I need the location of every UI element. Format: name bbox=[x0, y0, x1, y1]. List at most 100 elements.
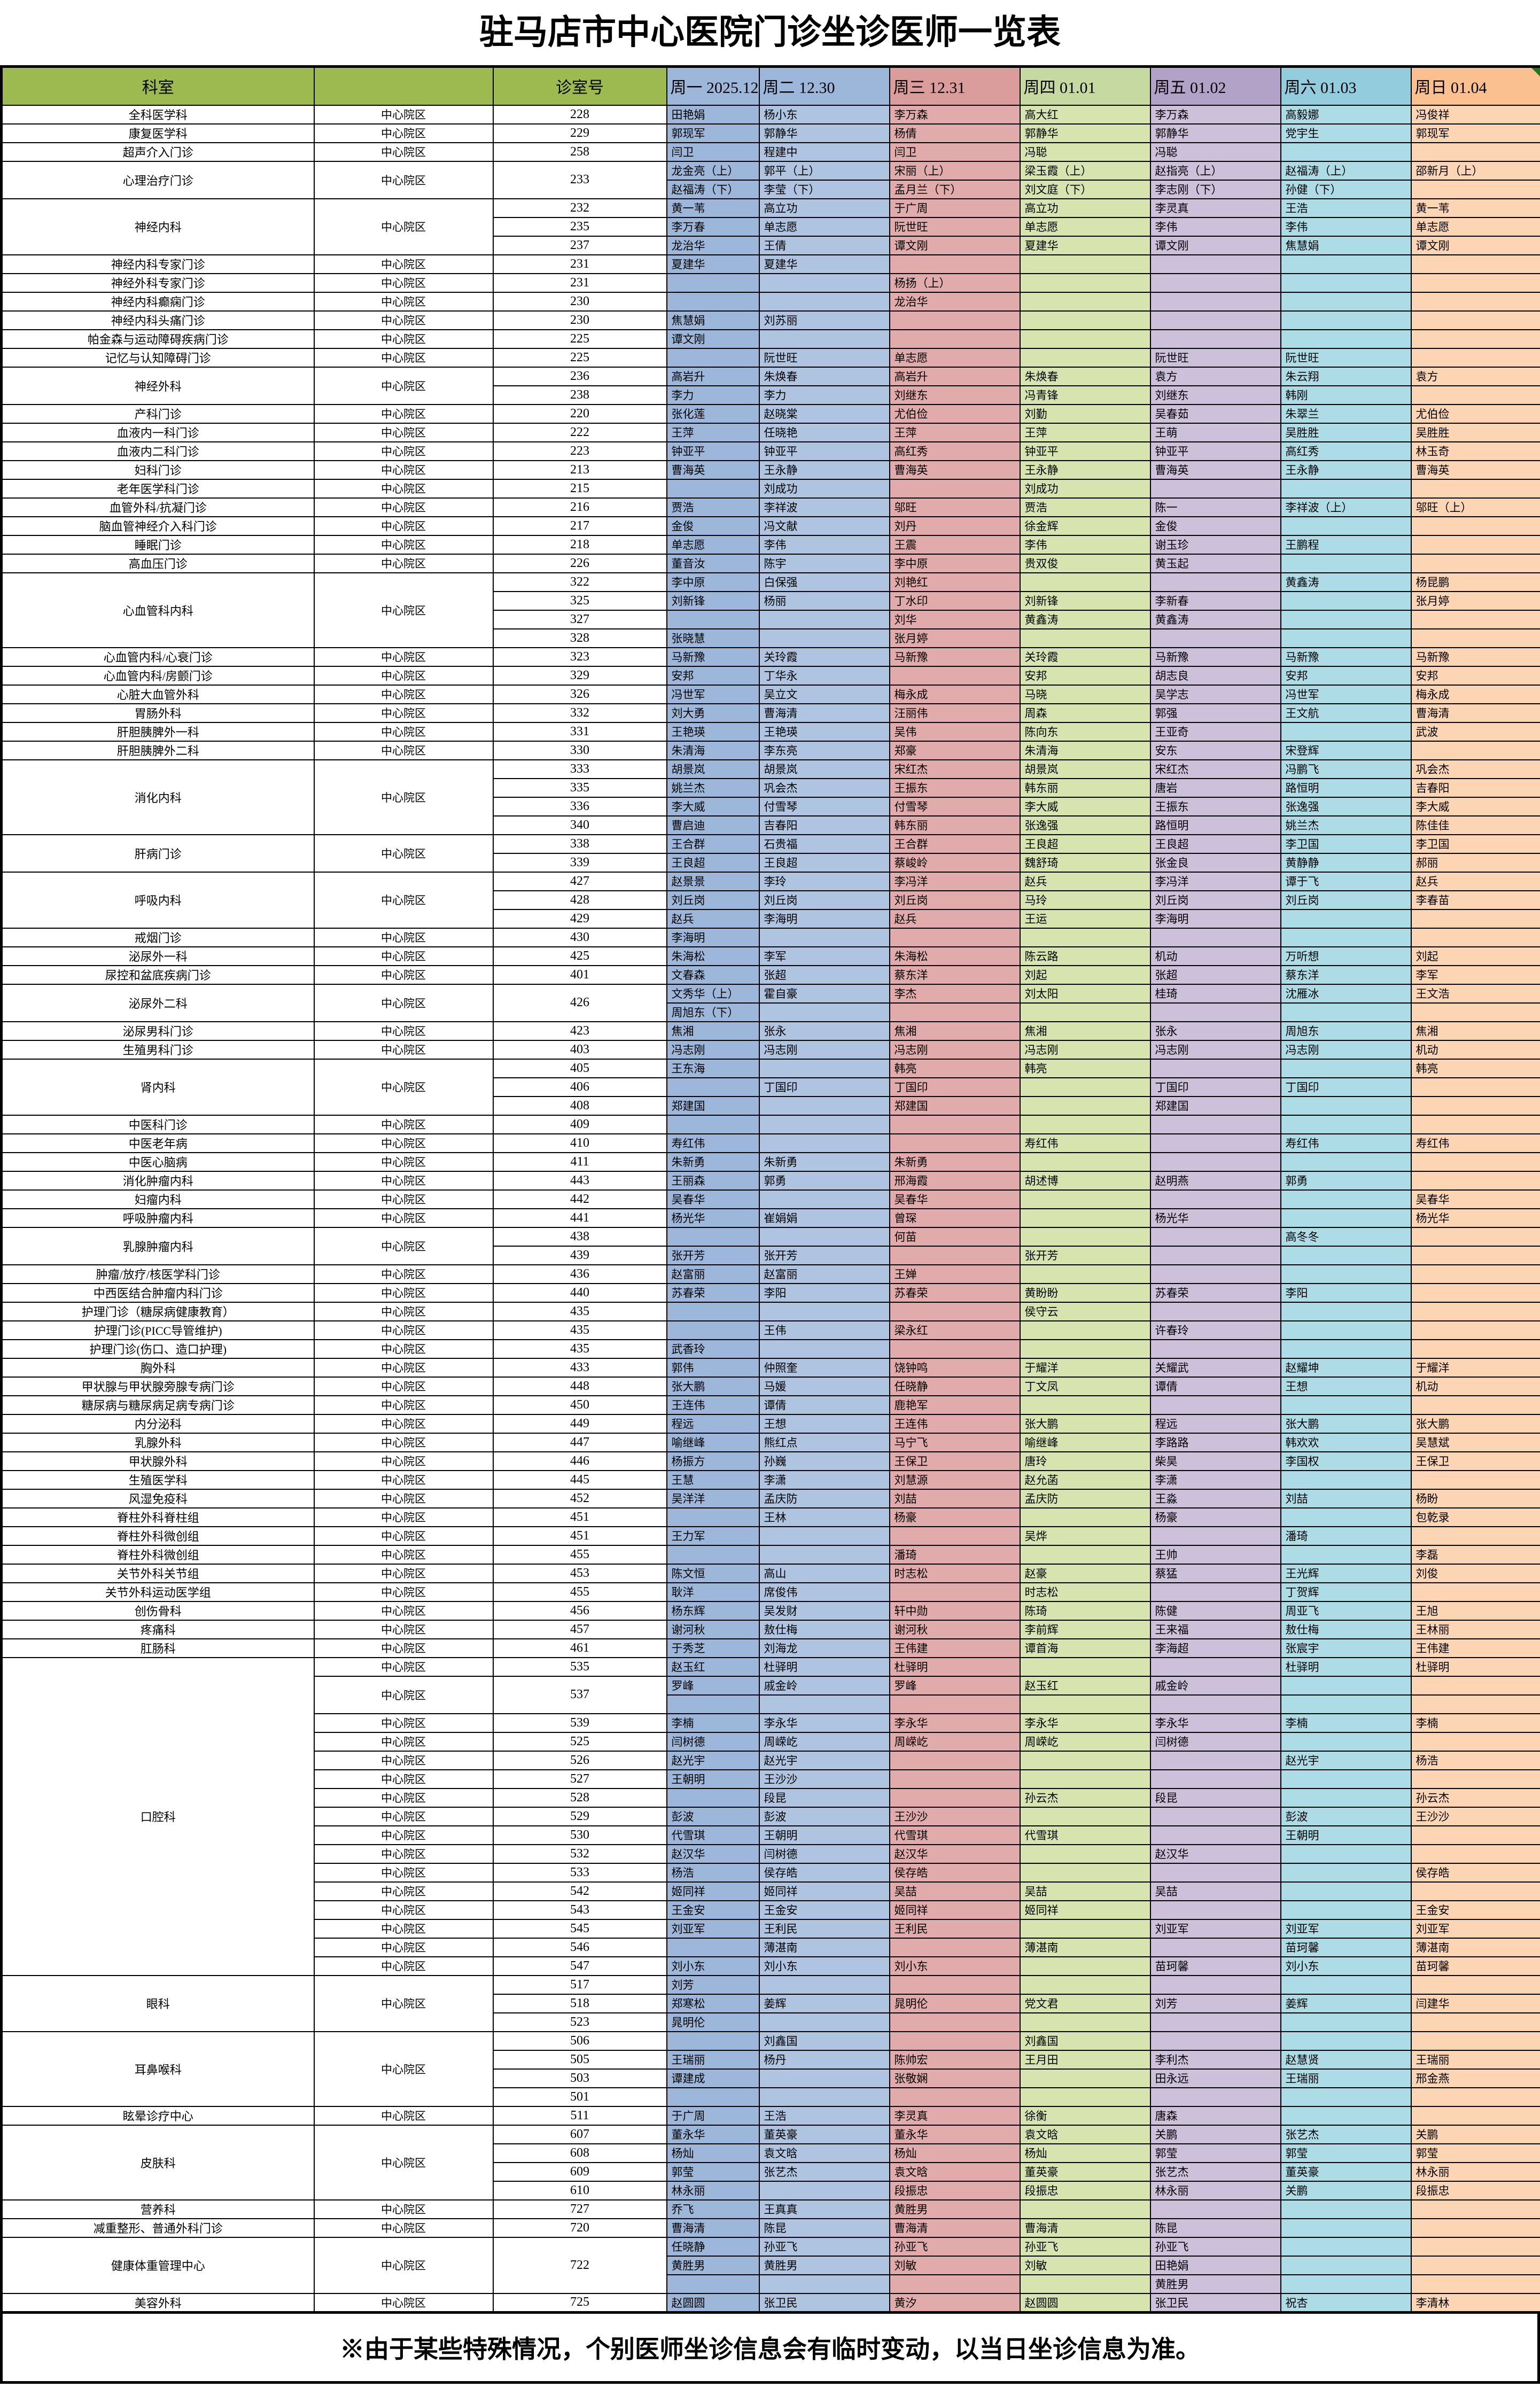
room-number-cell: 506 bbox=[492, 2031, 667, 2051]
department-cell: 心理治疗门诊 bbox=[1, 160, 315, 199]
doctor-cell bbox=[1280, 516, 1412, 536]
room-number-cell: 335 bbox=[492, 777, 667, 798]
doctor-cell: 董英豪 bbox=[1280, 2161, 1412, 2182]
doctor-cell: 于秀芝 bbox=[666, 1638, 760, 1658]
doctor-cell: 包乾录 bbox=[1410, 1507, 1540, 1527]
doctor-cell bbox=[1280, 291, 1412, 312]
page-title: 驻马店市中心医院门诊坐诊医师一览表 bbox=[479, 13, 1061, 51]
doctor-cell: 何苗 bbox=[889, 1226, 1021, 1247]
doctor-cell: 赵圆圆 bbox=[666, 2292, 760, 2313]
doctor-cell: 黄鑫涛 bbox=[1019, 609, 1151, 629]
schedule-row: 肿瘤/放疗/核医学科门诊 中心院区 436 赵富丽 赵富丽 王婵 bbox=[1, 1264, 1540, 1284]
department-cell: 戒烟门诊 bbox=[1, 927, 315, 947]
schedule-row: 肾内科 中心院区 405 王东海 韩亮 韩亮 韩亮 bbox=[1, 1058, 1540, 1116]
schedule-row: 235 李万春 单志愿 阮世旺 单志愿 李伟 李伟 单志愿 bbox=[2, 216, 1540, 237]
doctor-cell bbox=[1019, 1002, 1151, 1022]
doctor-cell: 王沙沙 bbox=[1410, 1806, 1540, 1826]
doctor-cell: 安邦 bbox=[1410, 665, 1540, 686]
doctor-cell: 刘太阳 bbox=[1019, 983, 1151, 1004]
department-cell: 疼痛科 bbox=[1, 1619, 315, 1639]
room-number-cell: 235 bbox=[492, 216, 667, 237]
campus-cell: 中心院区 bbox=[313, 422, 494, 442]
doctor-cell: 韩亮 bbox=[889, 1058, 1021, 1078]
department-cell: 护理门诊(伤口、造口护理) bbox=[1, 1339, 315, 1359]
doctor-cell: 董永华 bbox=[666, 2124, 760, 2144]
doctor-cell bbox=[1410, 1077, 1540, 1097]
doctor-cell: 沈雁冰 bbox=[1280, 983, 1412, 1004]
campus-cell: 中心院区 bbox=[313, 2199, 494, 2219]
department-cell: 心血管内科/房颤门诊 bbox=[1, 665, 315, 686]
doctor-cell: 韩亮 bbox=[1410, 1058, 1540, 1078]
doctor-cell bbox=[889, 1339, 1021, 1359]
doctor-cell: 刘成功 bbox=[758, 478, 890, 499]
doctor-cell: 单志愿 bbox=[666, 534, 760, 555]
room-number-cell: 436 bbox=[492, 1264, 667, 1284]
doctor-cell: 冯志刚 bbox=[1019, 1039, 1151, 1060]
doctor-cell: 闫建华 bbox=[1410, 1993, 1540, 2013]
doctor-cell bbox=[758, 1095, 890, 1116]
room-number-cell: 505 bbox=[492, 2049, 667, 2070]
doctor-cell: 张大鹏 bbox=[1410, 1413, 1540, 1434]
header-tuesday: 周二 12.30 bbox=[758, 66, 890, 106]
doctor-cell bbox=[1019, 1189, 1151, 1209]
room-number-cell: 428 bbox=[492, 890, 667, 910]
doctor-cell: 寿红伟 bbox=[1019, 1133, 1151, 1153]
doctor-cell bbox=[1280, 310, 1412, 330]
schedule-row: 中心院区 547 刘小东 刘小东 刘小东 苗珂馨 刘小东 苗珂馨 bbox=[2, 1956, 1540, 1976]
doctor-cell: 张超 bbox=[758, 965, 890, 985]
doctor-cell: 郑寒松 bbox=[666, 1993, 760, 2013]
doctor-cell: 侯存皓 bbox=[758, 1862, 890, 1883]
doctor-cell: 丁国印 bbox=[889, 1077, 1021, 1097]
room-number-cell: 722 bbox=[492, 2236, 667, 2294]
doctor-cell: 杨倩 bbox=[889, 123, 1021, 143]
room-number-cell: 229 bbox=[492, 123, 667, 143]
schedule-row: 黄胜男 bbox=[2, 2274, 1540, 2294]
doctor-cell: 饶钟鸣 bbox=[889, 1357, 1021, 1378]
department-cell: 康复医学科 bbox=[1, 123, 315, 143]
doctor-cell: 魏舒琦 bbox=[1019, 852, 1151, 873]
doctor-cell: 柴昊 bbox=[1149, 1451, 1281, 1471]
doctor-cell bbox=[1149, 254, 1281, 274]
doctor-cell: 李潇 bbox=[758, 1469, 890, 1490]
department-cell: 超声介入门诊 bbox=[1, 142, 315, 162]
schedule-row: 关节外科运动医学组 中心院区 455 耿洋 席俊伟 时志松 丁贺辉 bbox=[1, 1582, 1540, 1602]
doctor-cell: 赵玉红 bbox=[1019, 1675, 1151, 1696]
doctor-cell bbox=[758, 1544, 890, 1565]
doctor-cell bbox=[1019, 1657, 1151, 1677]
doctor-cell: 杨丽 bbox=[758, 590, 890, 611]
doctor-cell bbox=[666, 1507, 760, 1527]
room-number-cell: 426 bbox=[492, 983, 667, 1022]
doctor-cell: 吴春华 bbox=[1410, 1189, 1540, 1209]
doctor-cell: 林永丽 bbox=[666, 2180, 760, 2200]
doctor-cell: 彭波 bbox=[1280, 1806, 1412, 1826]
schedule-row: 340 曹启迪 吉春阳 韩东丽 张逸强 路恒明 姚兰杰 陈佳佳 bbox=[2, 815, 1540, 835]
doctor-cell bbox=[1149, 1133, 1281, 1153]
doctor-cell bbox=[1280, 1152, 1412, 1172]
schedule-row: 中医科门诊 中心院区 409 bbox=[1, 1114, 1540, 1134]
doctor-cell: 刘小东 bbox=[1280, 1956, 1412, 1976]
doctor-cell bbox=[1149, 1750, 1281, 1770]
room-number-cell: 442 bbox=[492, 1189, 667, 1209]
doctor-cell: 李阳 bbox=[758, 1282, 890, 1303]
doctor-cell: 刘继东 bbox=[889, 385, 1021, 405]
doctor-cell bbox=[1280, 908, 1412, 929]
doctor-cell bbox=[1410, 908, 1540, 929]
doctor-cell: 王利民 bbox=[758, 1918, 890, 1939]
doctor-cell: 梅永成 bbox=[1410, 684, 1540, 704]
department-cell: 脊柱外科微创组 bbox=[1, 1544, 315, 1565]
doctor-cell: 李志刚（下） bbox=[1149, 179, 1281, 199]
doctor-cell: 谭于飞 bbox=[1280, 871, 1412, 891]
doctor-cell bbox=[666, 291, 760, 312]
doctor-cell: 刘芳 bbox=[1149, 1993, 1281, 2013]
doctor-cell bbox=[1149, 1301, 1281, 1321]
doctor-cell: 吉春阳 bbox=[1410, 777, 1540, 798]
schedule-row: 中心院区 533 杨浩 侯存皓 侯存皓 侯存皓 bbox=[2, 1862, 1540, 1883]
doctor-cell bbox=[1280, 1301, 1412, 1321]
doctor-cell bbox=[889, 1526, 1021, 1546]
schedule-row: 325 刘新锋 杨丽 丁水印 刘新锋 李新春 张月婷 bbox=[2, 590, 1540, 611]
doctor-cell: 李玲 bbox=[758, 871, 890, 891]
doctor-cell bbox=[1280, 1731, 1412, 1752]
schedule-row: 胃肠外科 中心院区 332 刘大勇 曹海清 汪丽伟 周森 郭强 王文航 曹海清 bbox=[1, 703, 1540, 723]
doctor-cell: 张大鹏 bbox=[1280, 1413, 1412, 1434]
doctor-cell bbox=[889, 665, 1021, 686]
